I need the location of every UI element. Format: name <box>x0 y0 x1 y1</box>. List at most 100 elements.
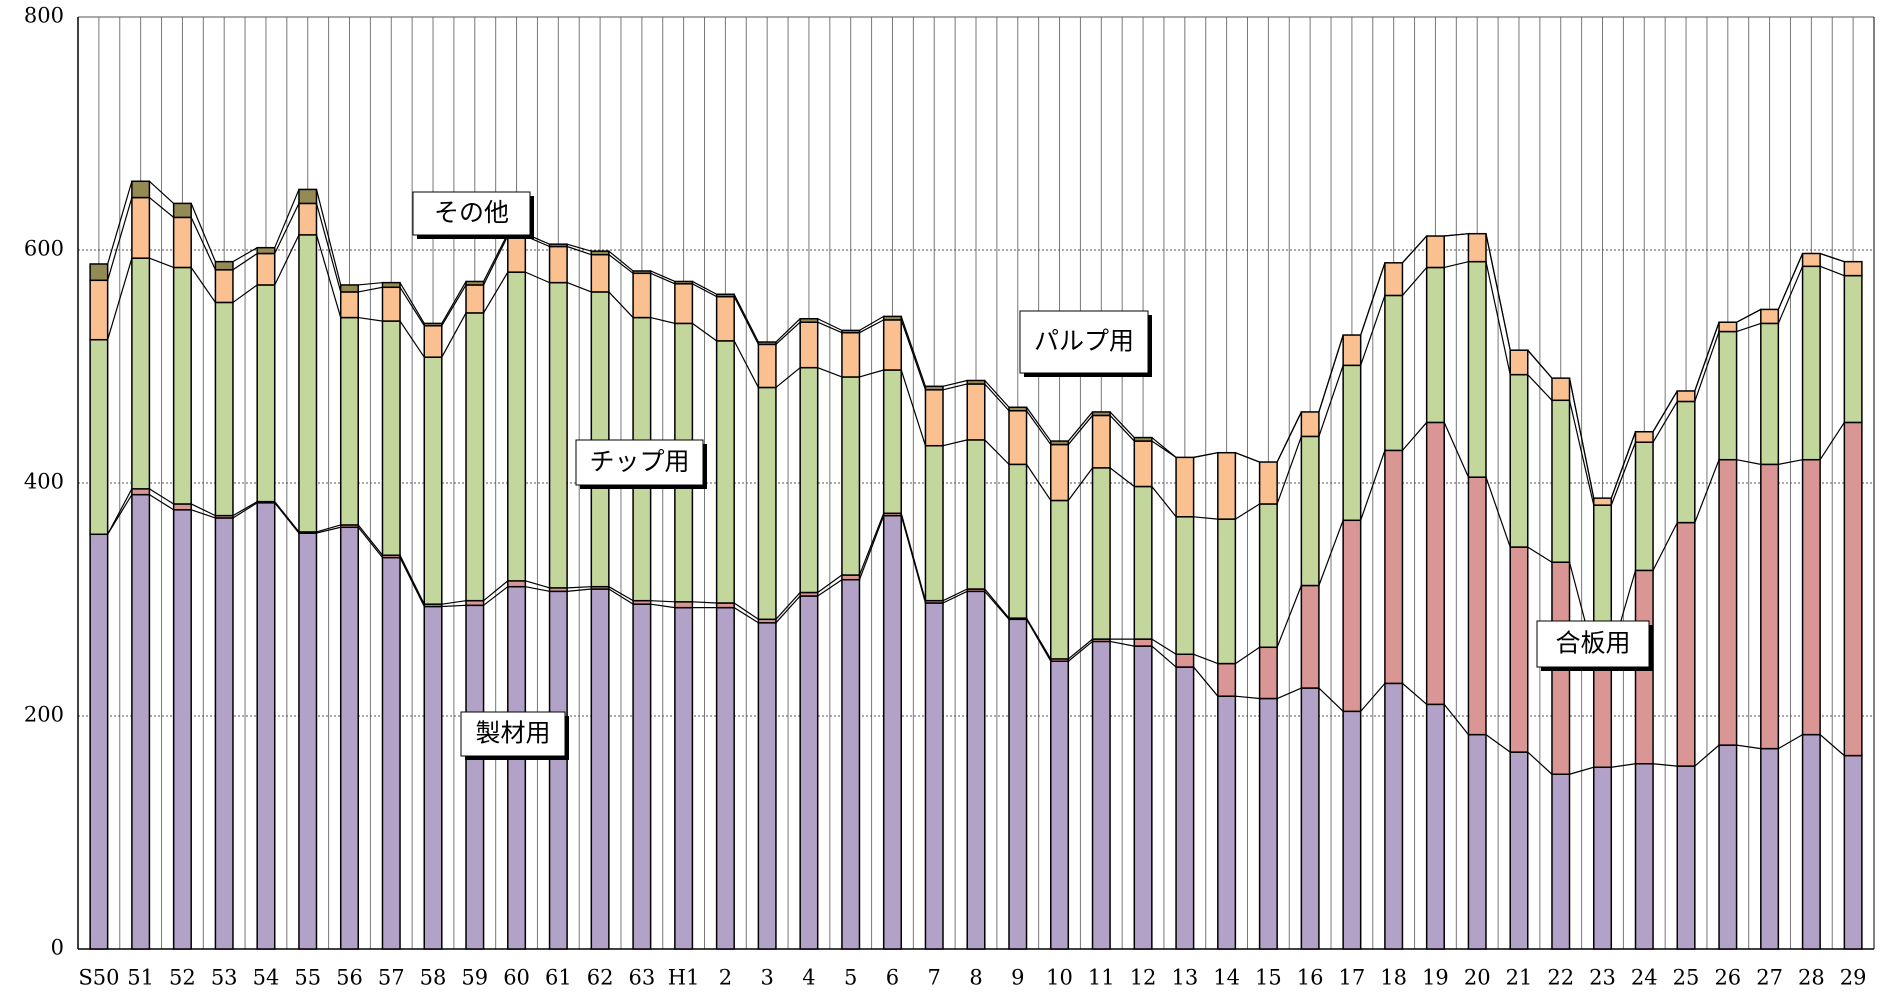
connector <box>1652 763 1678 767</box>
connector <box>1067 638 1093 660</box>
bar-segment <box>1467 260 1487 478</box>
connector <box>1235 452 1260 463</box>
connector <box>274 189 300 248</box>
connector <box>525 580 550 589</box>
connector <box>1652 401 1678 443</box>
connector <box>775 367 801 388</box>
bar-segment <box>715 340 735 604</box>
bar-segment <box>89 263 109 282</box>
bar-segment <box>465 604 485 950</box>
connector <box>900 319 927 390</box>
connector <box>942 439 968 447</box>
bar-segment <box>1300 411 1320 438</box>
annotation-box <box>575 439 704 486</box>
y-tick-label: 600 <box>24 237 64 261</box>
connector <box>859 319 884 334</box>
bar-segment <box>1718 321 1738 333</box>
connector <box>650 270 676 283</box>
connector <box>232 247 258 263</box>
bar-segment <box>924 602 944 950</box>
bar-segment <box>1467 476 1487 736</box>
connector <box>650 600 675 603</box>
connector <box>1360 262 1386 336</box>
connector <box>1694 322 1720 392</box>
connector <box>107 257 133 340</box>
bar-segment <box>381 320 401 556</box>
bar-segment <box>1258 697 1278 950</box>
connector <box>1694 459 1720 523</box>
connector <box>1485 261 1511 375</box>
bar-segment <box>381 556 401 950</box>
connector <box>1485 734 1511 753</box>
connector <box>441 600 467 605</box>
connector <box>441 281 467 324</box>
connector <box>900 513 927 601</box>
bar-segment <box>131 180 151 199</box>
connector <box>900 515 927 604</box>
bar-segment <box>1509 546 1529 753</box>
annotation: 合板用 <box>1555 629 1630 658</box>
bar-segment <box>214 517 234 950</box>
connector <box>1652 522 1678 571</box>
connector <box>650 272 676 285</box>
bar-segment <box>214 260 234 271</box>
connector <box>399 282 425 324</box>
bar-segment <box>1217 451 1237 520</box>
connector <box>1151 437 1177 458</box>
bar-segment <box>674 601 694 609</box>
connector <box>608 588 634 605</box>
connector <box>1109 415 1135 442</box>
x-tick-label: 2 <box>719 966 732 990</box>
bar-segment <box>1676 390 1696 403</box>
connector <box>984 439 1010 465</box>
connector <box>190 503 216 517</box>
bar-segment <box>131 493 151 950</box>
bar-segment <box>1634 763 1654 950</box>
connector <box>1193 653 1219 665</box>
connector <box>1485 233 1511 351</box>
connector <box>1736 459 1761 465</box>
bar-segment <box>339 316 360 526</box>
bar-segment <box>966 590 986 950</box>
bar-segment <box>381 286 401 322</box>
bar-segment <box>131 196 151 259</box>
connector <box>984 380 1010 408</box>
x-tick-label: 15 <box>1255 966 1282 990</box>
connector <box>1777 253 1804 310</box>
bar-segment <box>1509 349 1529 376</box>
bar-segment <box>1175 516 1195 656</box>
connector <box>692 601 717 604</box>
connector <box>608 250 634 272</box>
bar-segment <box>507 271 527 582</box>
bar-segment <box>1133 436 1153 442</box>
x-tick-label: 22 <box>1547 966 1574 990</box>
connector <box>232 501 258 517</box>
bar-segment <box>1634 430 1654 443</box>
x-tick-label: H1 <box>668 966 700 990</box>
x-tick-label: 54 <box>253 966 280 990</box>
x-tick-label: 10 <box>1046 966 1073 990</box>
connector <box>1067 467 1094 501</box>
bar-segment <box>757 341 777 346</box>
x-tick-label: 24 <box>1631 966 1658 990</box>
connector <box>274 234 300 286</box>
bar-segment <box>172 509 192 950</box>
y-tick-label: 0 <box>51 936 64 960</box>
x-tick-label: 61 <box>545 966 572 990</box>
connector <box>1109 467 1135 487</box>
connector <box>1569 766 1594 775</box>
bar-segment <box>1551 377 1571 402</box>
connector <box>1402 235 1428 264</box>
bar-segment <box>757 386 777 621</box>
bar-segment <box>1592 766 1613 950</box>
connector <box>1778 734 1803 750</box>
bar-segment <box>1760 463 1780 750</box>
bar-segment <box>882 369 902 515</box>
connector <box>858 513 885 576</box>
bar-segment <box>882 514 902 950</box>
x-tick-label: 55 <box>294 966 321 990</box>
bar-segment <box>298 202 318 236</box>
x-tick-label: 17 <box>1339 966 1366 990</box>
bar-segment <box>1133 645 1153 950</box>
connector <box>1736 322 1762 333</box>
